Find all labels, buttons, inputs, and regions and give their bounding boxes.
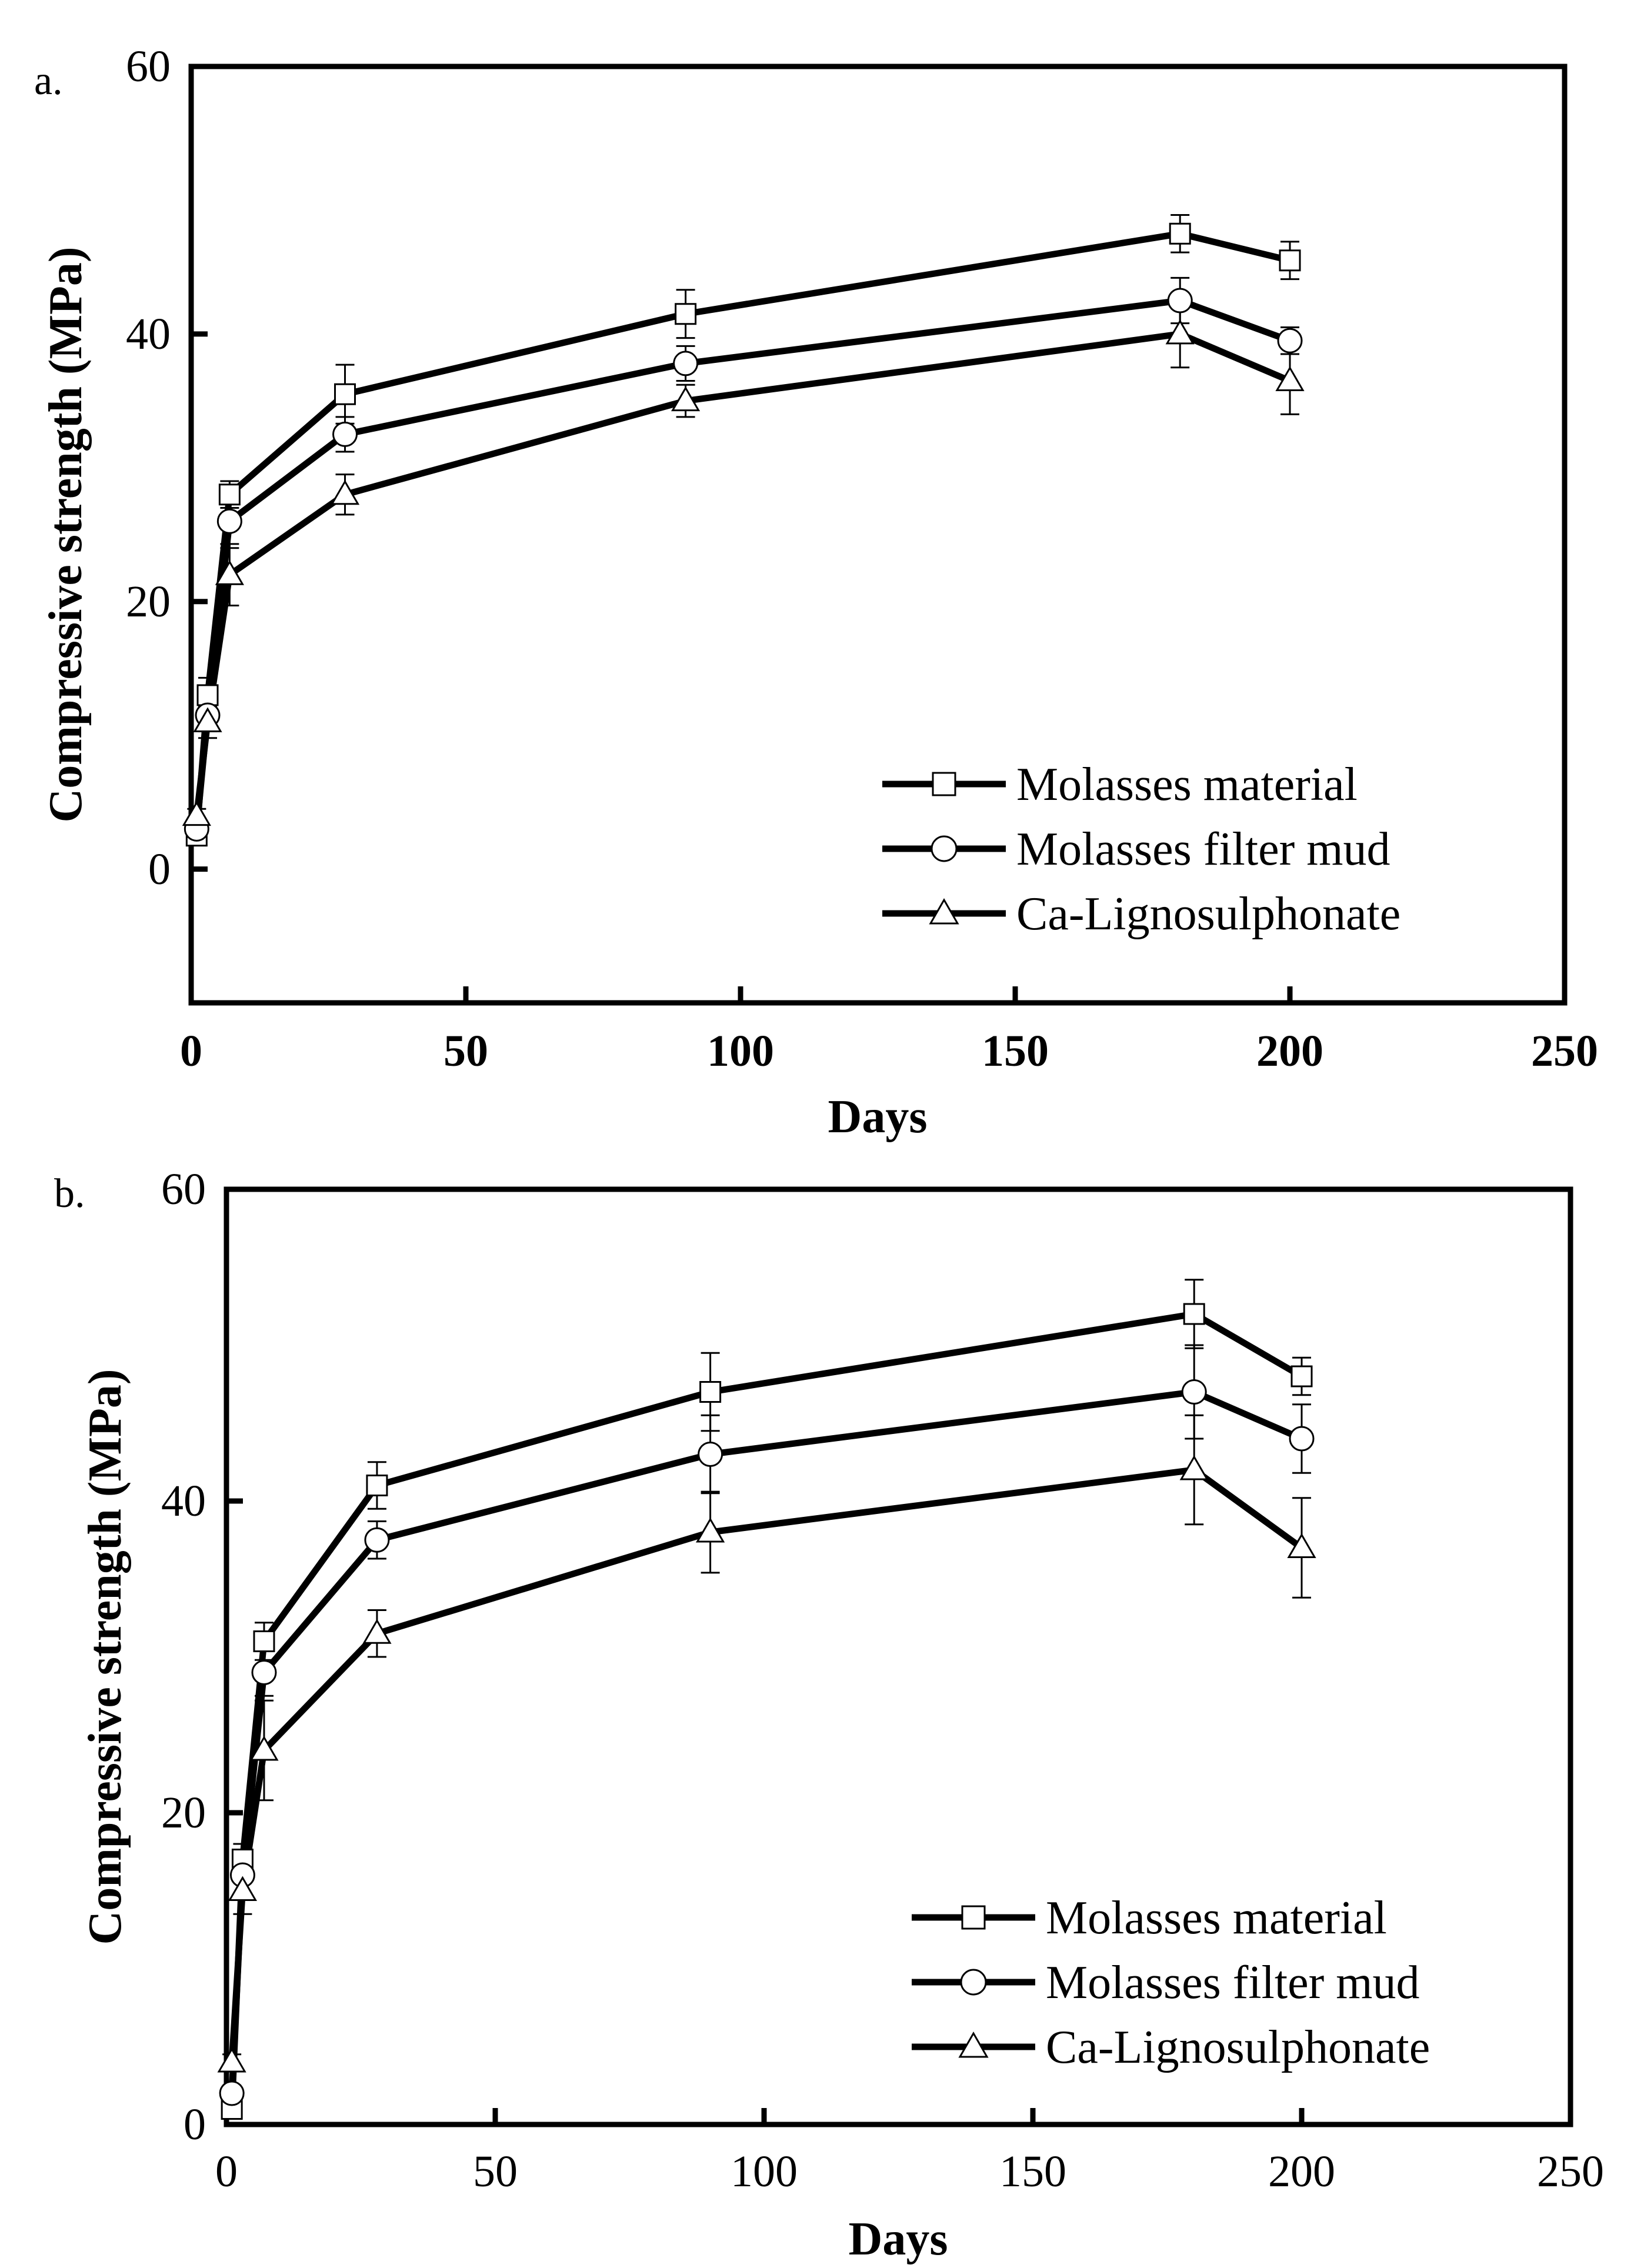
- panel-a-legend-label-molasses-filter-mud: Molasses filter mud: [1016, 823, 1390, 875]
- panel-b-legend: Molasses material Molasses filter mud Ca…: [912, 1892, 1430, 2073]
- panel-a-point-molasses-material: [675, 303, 697, 325]
- panel-b-point-ca-lignosulphonate: [249, 1736, 279, 1761]
- panel-a-y-axis-title: Compressive strength (MPa): [40, 246, 92, 822]
- panel-b-point-molasses-material: [253, 1630, 275, 1652]
- panel-a-point-ca-lignosulphonate: [182, 801, 211, 826]
- panel-a-point-ca-lignosulphonate: [193, 707, 222, 732]
- panel-a-xtick-label-150: 150: [982, 1026, 1049, 1076]
- panel-b-point-molasses-filter-mud: [698, 1442, 723, 1467]
- panel-b-point-molasses-filter-mud: [364, 1527, 390, 1553]
- panel-b-point-molasses-filter-mud: [251, 1660, 277, 1685]
- panel-b-point-molasses-material: [1290, 1365, 1313, 1388]
- panel-a-point-ca-lignosulphonate: [1165, 319, 1195, 345]
- panel-a-x-axis-title: Days: [828, 1091, 928, 1143]
- panel-a-legend-triangle-marker: [929, 898, 959, 925]
- panel-a-xtick-label-200: 200: [1256, 1026, 1323, 1076]
- chart-panel-a: a. 60 40 20 0 0 50 100 150 200 250 Days …: [34, 42, 1598, 1143]
- panel-a-xtick-label-100: 100: [707, 1026, 774, 1076]
- panel-a-point-molasses-filter-mud: [1277, 328, 1303, 353]
- panel-a-series-line-molasses-material: [193, 230, 1291, 836]
- panel-a-series-line-molasses-filter-mud: [193, 297, 1291, 829]
- panel-b-point-molasses-filter-mud: [219, 2080, 245, 2106]
- panel-b-ytick-label-60: 60: [161, 1165, 206, 1214]
- panel-b-ytick-label-40: 40: [161, 1476, 206, 1526]
- panel-b-point-ca-lignosulphonate: [362, 1619, 392, 1644]
- panel-b-xtick-label-200: 200: [1268, 2147, 1335, 2196]
- panel-a-ytick-label-40: 40: [126, 309, 171, 359]
- panel-a-point-molasses-filter-mud: [673, 351, 699, 376]
- panel-b-legend-label-ca-lignosulphonate: Ca-Lignosulphonate: [1046, 2022, 1430, 2073]
- panel-b-x-axis-title: Days: [849, 2213, 948, 2265]
- panel-a-point-ca-lignosulphonate: [671, 386, 701, 412]
- panel-a-point-molasses-filter-mud: [216, 508, 242, 534]
- panel-b-point-molasses-filter-mud: [1289, 1426, 1315, 1452]
- panel-a-label: a.: [34, 58, 63, 104]
- panel-b-ytick-label-0: 0: [184, 2100, 206, 2149]
- panel-b-point-molasses-material: [1183, 1303, 1205, 1325]
- panel-a-xtick-label-50: 50: [443, 1026, 488, 1076]
- panel-a-ytick-label-60: 60: [126, 42, 171, 91]
- panel-b-legend-triangle-marker: [958, 2031, 989, 2058]
- panel-a-legend-square-marker: [932, 772, 956, 796]
- panel-b-point-ca-lignosulphonate: [1179, 1455, 1209, 1480]
- panel-b-point-ca-lignosulphonate: [695, 1517, 725, 1543]
- panel-a-point-molasses-material: [1279, 249, 1301, 272]
- panel-a-point-molasses-filter-mud: [1167, 288, 1193, 313]
- panel-b-legend-label-molasses-material: Molasses material: [1046, 1892, 1387, 1944]
- panel-a-xtick-label-250: 250: [1531, 1026, 1598, 1076]
- panel-b-point-ca-lignosulphonate: [228, 1876, 258, 1901]
- panel-a-legend-label-molasses-material: Molasses material: [1016, 759, 1358, 811]
- panel-b-point-molasses-filter-mud: [1181, 1379, 1207, 1405]
- panel-a-legend: Molasses material Molasses filter mud Ca…: [882, 759, 1400, 940]
- panel-b-y-axis-title: Compressive strength (MPa): [79, 1369, 131, 1945]
- panel-b-legend-circle-marker: [960, 1969, 987, 1996]
- panel-a-legend-label-ca-lignosulphonate: Ca-Lignosulphonate: [1016, 888, 1400, 940]
- panel-a-point-ca-lignosulphonate: [330, 479, 360, 505]
- panel-a-point-molasses-filter-mud: [332, 421, 358, 447]
- panel-a-series-line-ca-lignosulphonate: [193, 331, 1292, 816]
- panel-a-ytick-label-20: 20: [126, 577, 171, 626]
- panel-a-point-molasses-material: [1169, 222, 1191, 245]
- panel-a-plot-frame: [188, 64, 1568, 1006]
- panel-b-point-ca-lignosulphonate: [217, 2047, 246, 2073]
- chart-panel-b: b. 60 40 20 0 0 50 100 150 200 250 Days …: [54, 1165, 1604, 2265]
- panel-b-legend-square-marker: [961, 1905, 986, 1930]
- panel-b-xtick-label-250: 250: [1537, 2147, 1604, 2196]
- panel-a-point-molasses-material: [218, 483, 241, 506]
- panel-a-xtick-label-0: 0: [180, 1026, 202, 1076]
- panel-b-xtick-label-150: 150: [999, 2147, 1066, 2196]
- panel-b-label: b.: [54, 1171, 85, 1216]
- panel-a-ytick-label-0: 0: [148, 845, 171, 894]
- panel-b-xtick-label-0: 0: [215, 2147, 238, 2196]
- panel-a-legend-circle-marker: [931, 835, 958, 862]
- panel-a-point-ca-lignosulphonate: [215, 560, 244, 585]
- panel-b-plot-frame: [224, 1186, 1573, 2127]
- panel-b-xtick-label-50: 50: [473, 2147, 518, 2196]
- panel-b-point-ca-lignosulphonate: [1287, 1533, 1316, 1558]
- panel-b-ytick-label-20: 20: [161, 1788, 206, 1837]
- panel-b-legend-label-molasses-filter-mud: Molasses filter mud: [1046, 1957, 1419, 2009]
- panel-a-point-molasses-material: [196, 684, 219, 706]
- panel-b-xtick-label-100: 100: [731, 2147, 798, 2196]
- panel-b-point-molasses-material: [699, 1381, 722, 1403]
- panel-a-point-molasses-material: [334, 383, 356, 405]
- panel-a-point-ca-lignosulphonate: [1275, 366, 1305, 391]
- panel-b-point-molasses-material: [366, 1475, 388, 1496]
